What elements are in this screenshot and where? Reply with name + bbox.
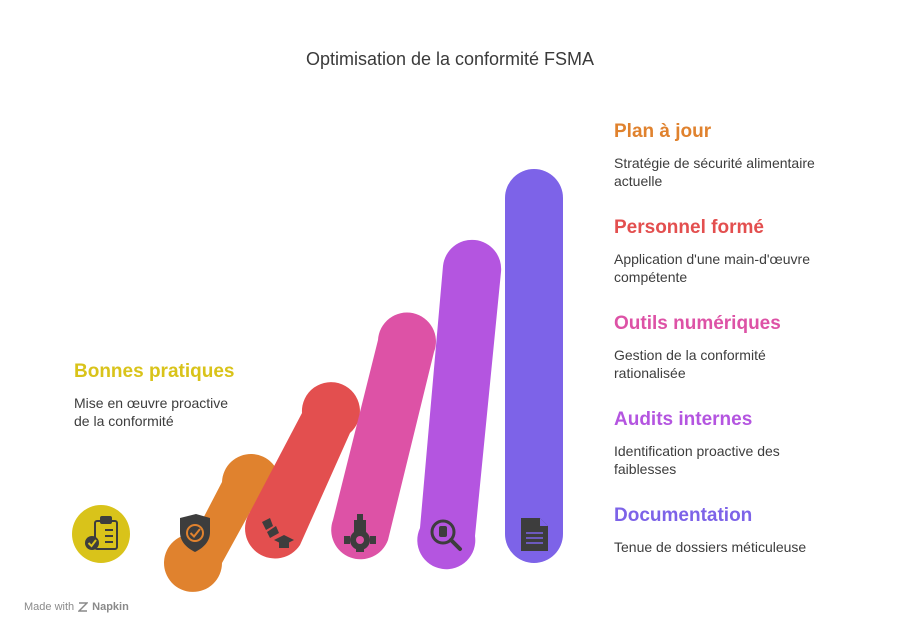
made-with-label: Made with	[24, 601, 75, 613]
heading-bonnes-pratiques: Bonnes pratiques	[74, 361, 235, 382]
shield-check-icon	[180, 514, 210, 552]
label-audits-internes: Audits internes Identification proactive…	[614, 408, 884, 478]
footer-credit[interactable]: Made with Napkin	[24, 601, 129, 613]
napkin-brand: Napkin	[92, 601, 129, 613]
heading-audits-internes: Audits internes	[614, 409, 753, 430]
magnifier-icon	[430, 519, 462, 551]
label-outils-numeriques: Outils numériques Gestion de la conformi…	[614, 312, 884, 382]
label-bonnes-pratiques: Bonnes pratiques Mise en œuvre proactive…	[74, 360, 274, 430]
bar-plan-a-jour	[164, 454, 280, 592]
document-icon	[521, 518, 548, 551]
heading-personnel-forme: Personnel formé	[614, 217, 764, 238]
graduation-icon	[262, 518, 294, 548]
label-documentation: Documentation Tenue de dossiers méticule…	[614, 504, 884, 556]
bar-documentation	[505, 169, 563, 563]
clipboard-check-icon	[85, 516, 118, 550]
label-personnel-forme: Personnel formé Application d'une main-d…	[614, 216, 884, 286]
desc-bonnes-pratiques: Mise en œuvre proactive de la conformité	[74, 395, 229, 429]
label-plan-a-jour: Plan à jour Stratégie de sécurité alimen…	[614, 120, 884, 190]
bar-personnel-forme	[245, 382, 360, 559]
desc-personnel-forme: Application d'une main-d'œuvre compétent…	[614, 251, 810, 285]
bar-audits-internes	[417, 239, 502, 570]
gear-tower-icon	[344, 514, 376, 552]
napkin-logo-icon	[78, 602, 89, 612]
desc-outils-numeriques: Gestion de la conformité rationalisée	[614, 347, 766, 381]
desc-plan-a-jour: Stratégie de sécurité alimentaire actuel…	[614, 155, 815, 189]
diagram-title: Optimisation de la conformité FSMA	[305, 49, 595, 69]
bar-outils-numeriques	[331, 312, 436, 560]
heading-documentation: Documentation	[614, 505, 753, 526]
desc-documentation: Tenue de dossiers méticuleuse	[614, 539, 807, 555]
desc-audits-internes: Identification proactive des faiblesses	[614, 443, 780, 477]
heading-plan-a-jour: Plan à jour	[614, 121, 712, 142]
heading-outils-numeriques: Outils numériques	[614, 313, 781, 334]
